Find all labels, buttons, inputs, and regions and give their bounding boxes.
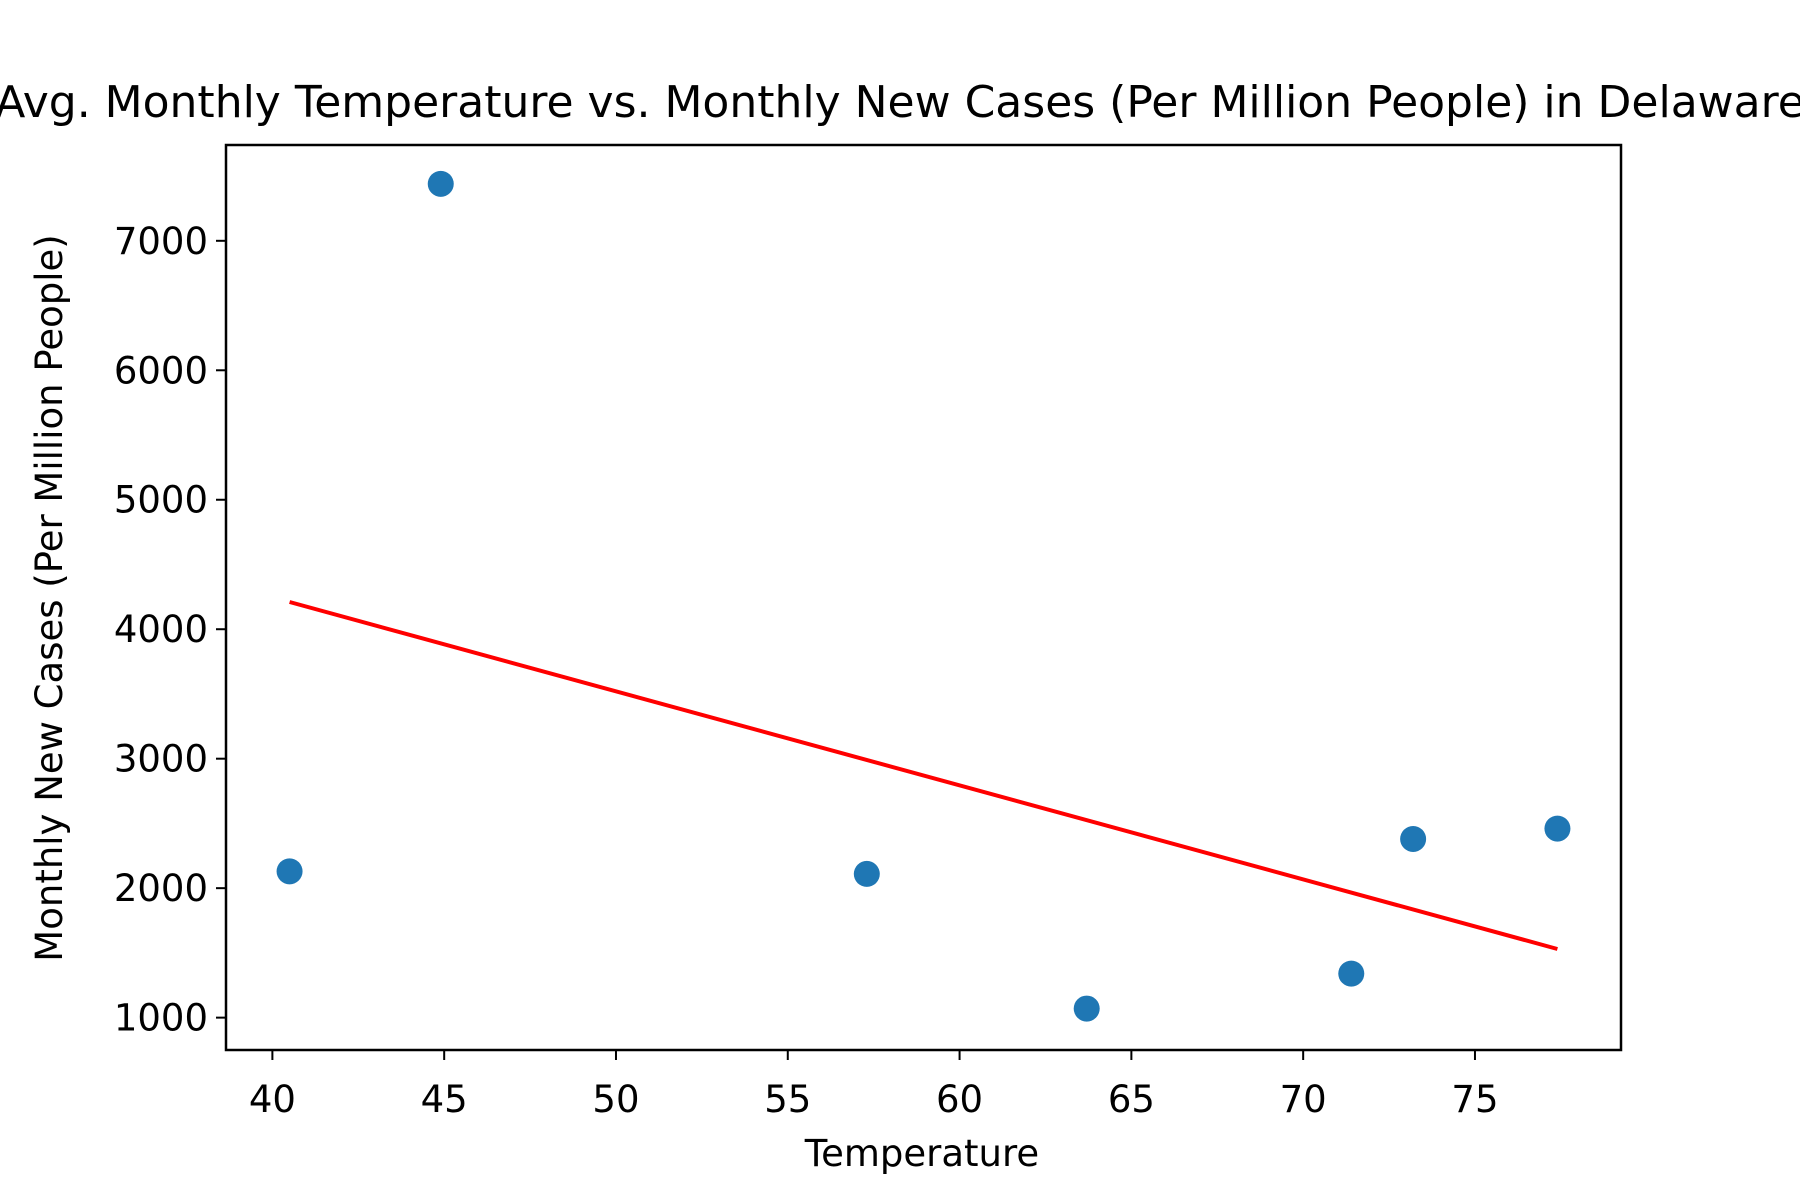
x-tick-label: 55 bbox=[764, 1078, 811, 1121]
chart-title: Avg. Monthly Temperature vs. Monthly New… bbox=[0, 77, 1800, 128]
y-axis-label: Monthly New Cases (Per Million People) bbox=[28, 234, 71, 961]
y-tick-label: 2000 bbox=[114, 867, 208, 910]
x-axis-label: Temperature bbox=[804, 1132, 1039, 1175]
x-tick-label: 65 bbox=[1108, 1078, 1155, 1121]
scatter-point bbox=[1544, 815, 1571, 842]
regression-layer bbox=[289, 600, 1558, 951]
scatter-point bbox=[1073, 995, 1100, 1022]
points-layer bbox=[276, 170, 1571, 1022]
x-tick-label: 60 bbox=[936, 1078, 983, 1121]
x-tick-label: 75 bbox=[1451, 1078, 1498, 1121]
x-tick-label: 50 bbox=[592, 1078, 639, 1121]
y-tick-label: 3000 bbox=[114, 738, 208, 781]
x-axis: 40 45 50 55 60 65 70 75 bbox=[249, 1050, 1499, 1121]
y-tick-label: 6000 bbox=[114, 349, 208, 392]
x-tick-label: 45 bbox=[421, 1078, 468, 1121]
y-tick-label: 5000 bbox=[114, 479, 208, 522]
y-tick-label: 7000 bbox=[114, 220, 208, 263]
y-tick-label: 1000 bbox=[114, 997, 208, 1040]
scatter-point bbox=[1400, 825, 1427, 852]
y-axis: 1000 2000 3000 4000 5000 6000 7000 bbox=[114, 220, 226, 1040]
y-tick-label: 4000 bbox=[114, 608, 208, 651]
scatter-point bbox=[276, 858, 303, 885]
scatter-point bbox=[853, 860, 880, 887]
plot-frame bbox=[224, 143, 1623, 1052]
scatter-point bbox=[1338, 960, 1365, 987]
x-tick-label: 70 bbox=[1280, 1078, 1327, 1121]
scatter-point bbox=[427, 170, 454, 197]
x-tick-label: 40 bbox=[249, 1078, 296, 1121]
regression-line bbox=[289, 600, 1558, 951]
